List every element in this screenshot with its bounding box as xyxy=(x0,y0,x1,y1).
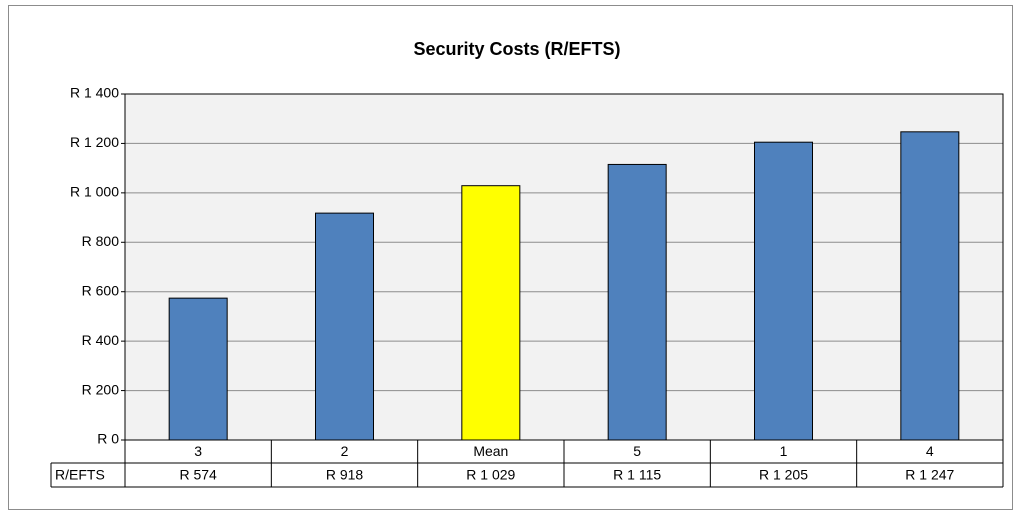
bar xyxy=(607,163,667,441)
y-tick-label: R 600 xyxy=(82,282,120,298)
y-tick-label: R 400 xyxy=(82,332,120,348)
y-tick-label: R 200 xyxy=(82,381,120,397)
x-tick-label: 4 xyxy=(926,443,934,459)
bar xyxy=(168,297,228,441)
table-value: R 918 xyxy=(326,467,364,483)
y-tick-label: R 0 xyxy=(97,431,119,447)
y-tick-label: R 1 000 xyxy=(70,184,119,200)
bar xyxy=(461,185,521,441)
y-tick-label: R 800 xyxy=(82,233,120,249)
x-tick-label: 5 xyxy=(633,443,641,459)
table-value: R 1 029 xyxy=(466,467,515,483)
x-tick-label: 1 xyxy=(780,443,788,459)
bar xyxy=(754,141,813,441)
x-tick-label: 3 xyxy=(194,443,202,459)
bar xyxy=(900,131,960,441)
chart-title: Security Costs (R/EFTS) xyxy=(413,39,620,59)
table-value: R 1 205 xyxy=(759,467,808,483)
table-value: R 1 115 xyxy=(613,467,661,483)
x-tick-label: 2 xyxy=(341,443,349,459)
table-series-name: R/EFTS xyxy=(55,467,105,483)
table-value: R 574 xyxy=(179,467,217,483)
x-tick-label: Mean xyxy=(473,443,508,459)
bar xyxy=(315,212,374,441)
y-tick-label: R 1 200 xyxy=(70,134,119,150)
plot-area xyxy=(125,94,1003,440)
table-value: R 1 247 xyxy=(905,467,954,483)
y-tick-label: R 1 400 xyxy=(70,85,119,101)
